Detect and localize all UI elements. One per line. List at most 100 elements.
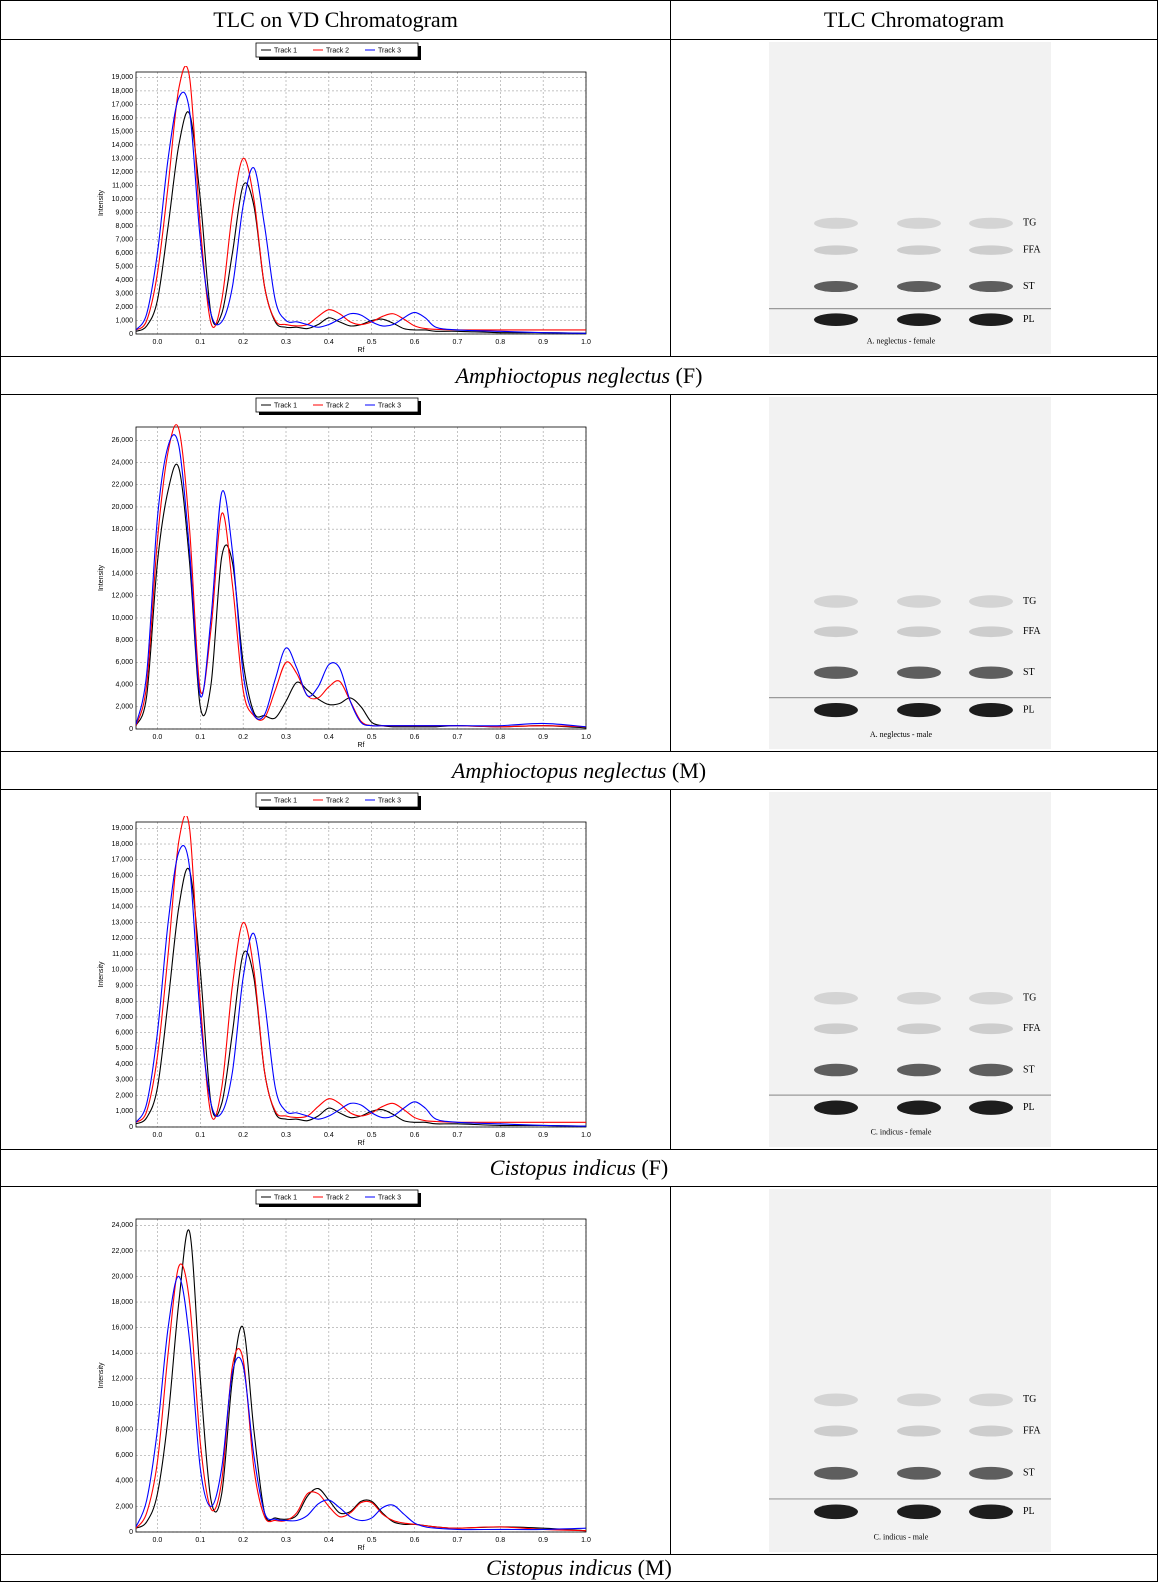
x-tick-label: 0.3 xyxy=(281,339,291,346)
y-axis-label: Intensity xyxy=(98,1362,105,1389)
spot xyxy=(897,217,941,229)
y-tick-label: 4,000 xyxy=(115,681,133,688)
tlc-plate: TG FFA ST PL C. indicus - male xyxy=(769,1189,1051,1552)
y-tick-label: 11,000 xyxy=(112,182,133,189)
spot xyxy=(897,666,941,679)
x-tick-label: 1.0 xyxy=(581,1132,591,1139)
y-tick-label: 1,000 xyxy=(115,317,133,324)
legend-label: Track 1 xyxy=(274,47,297,54)
y-tick-label: 18,000 xyxy=(112,1299,134,1306)
y-tick-label: 20,000 xyxy=(112,1273,134,1280)
spot xyxy=(897,1023,941,1035)
x-tick-label: 0.4 xyxy=(324,339,334,346)
spot xyxy=(969,991,1013,1005)
sex: (F) xyxy=(675,362,703,388)
spot xyxy=(897,626,941,638)
caption: Amphioctopus neglectus (M) xyxy=(0,751,1158,790)
x-tick-label: 0.5 xyxy=(367,339,377,346)
legend-label: Track 3 xyxy=(378,1194,401,1201)
plate-cell: TG FFA ST PL A. neglectus - male xyxy=(670,394,1158,752)
legend-label: Track 2 xyxy=(326,47,349,54)
series-line xyxy=(136,91,586,334)
plot-frame xyxy=(135,71,587,335)
y-tick-label: 14,000 xyxy=(112,570,134,577)
band-label: PL xyxy=(1023,1506,1035,1517)
x-tick-label: 0.6 xyxy=(410,1537,420,1544)
band-label: FFA xyxy=(1023,1023,1041,1034)
sex: (M) xyxy=(671,757,707,783)
legend: Track 1 Track 2 Track 3 xyxy=(255,42,421,60)
plate xyxy=(769,1189,1051,1552)
y-tick-label: 7,000 xyxy=(115,236,133,243)
chart-cell: Track 1 Track 2 Track 3 0 1,000 2,000 3,000 4,0… xyxy=(0,39,671,357)
y-tick-label: 24,000 xyxy=(112,459,134,466)
legend: Track 1 Track 2 Track 3 xyxy=(255,792,421,810)
y-tick-label: 7,000 xyxy=(115,1014,133,1021)
x-tick-label: 0.6 xyxy=(410,734,420,741)
y-tick-label: 17,000 xyxy=(112,857,134,864)
spot xyxy=(897,1466,941,1480)
y-tick-label: 20,000 xyxy=(112,504,134,511)
y-tick-label: 2,000 xyxy=(115,304,133,311)
y-tick-label: 0 xyxy=(129,726,133,733)
series-line xyxy=(136,1275,586,1531)
x-tick-label: 0.1 xyxy=(195,734,205,741)
legend-box xyxy=(255,1189,419,1205)
band-label: ST xyxy=(1023,281,1035,292)
spot xyxy=(897,1100,941,1115)
y-tick-label: 18,000 xyxy=(112,88,134,95)
plate-cell: TG FFA ST PL A. neglectus - female xyxy=(670,39,1158,357)
series-line xyxy=(136,1229,586,1532)
y-tick-label: 12,000 xyxy=(112,593,134,600)
x-tick-label: 0.1 xyxy=(195,1537,205,1544)
y-tick-label: 15,000 xyxy=(112,888,134,895)
spot xyxy=(814,313,858,326)
band-label: FFA xyxy=(1023,1425,1041,1436)
x-tick-label: 0.4 xyxy=(324,1537,334,1544)
y-tick-label: 4,000 xyxy=(115,1061,133,1068)
x-tick-label: 0.9 xyxy=(538,339,548,346)
y-tick-label: 19,000 xyxy=(112,74,134,81)
legend-label: Track 2 xyxy=(326,797,349,804)
legend-box xyxy=(255,792,419,808)
y-tick-label: 10,000 xyxy=(112,1401,134,1408)
legend-label: Track 1 xyxy=(274,402,297,409)
spot xyxy=(969,280,1013,293)
spot xyxy=(814,1063,858,1077)
plate-label: C. indicus - male xyxy=(874,1532,929,1541)
x-tick-label: 0.9 xyxy=(538,734,548,741)
series-line xyxy=(136,463,586,729)
x-tick-label: 0.0 xyxy=(153,1537,163,1544)
x-tick-label: 0.2 xyxy=(238,734,248,741)
chart: Track 1 Track 2 Track 3 0 2,000 4,000 6,000 8,0… xyxy=(98,1189,591,1552)
spot xyxy=(897,245,941,255)
y-tick-label: 9,000 xyxy=(115,982,133,989)
header-cell: TLC Chromatogram xyxy=(670,0,1158,40)
x-tick-label: 0.2 xyxy=(238,1537,248,1544)
x-tick-label: 0.8 xyxy=(495,1132,505,1139)
spot xyxy=(814,1425,858,1437)
x-tick-label: 0.6 xyxy=(410,339,420,346)
y-tick-label: 3,000 xyxy=(115,290,133,297)
spot xyxy=(814,991,858,1005)
y-tick-label: 4,000 xyxy=(115,277,133,284)
y-tick-label: 8,000 xyxy=(115,998,133,1005)
band-label: PL xyxy=(1023,314,1035,325)
spot xyxy=(969,595,1013,608)
legend-label: Track 1 xyxy=(274,797,297,804)
y-tick-label: 0 xyxy=(129,1124,133,1131)
x-tick-label: 0.3 xyxy=(281,734,291,741)
plate-label: C. indicus - female xyxy=(871,1128,932,1137)
band-label: FFA xyxy=(1023,626,1041,637)
x-tick-label: 0.0 xyxy=(153,1132,163,1139)
spot xyxy=(969,1100,1013,1115)
caption: Cistopus indicus (M) xyxy=(0,1554,1158,1582)
spot xyxy=(897,280,941,293)
x-axis-label: Rf xyxy=(358,1140,365,1147)
y-tick-label: 3,000 xyxy=(115,1077,133,1084)
y-tick-label: 16,000 xyxy=(112,115,134,122)
band-label: TG xyxy=(1023,993,1036,1004)
plate-cell: TG FFA ST PL C. indicus - female xyxy=(670,789,1158,1150)
y-tick-label: 11,000 xyxy=(112,951,133,958)
spot xyxy=(969,1504,1013,1520)
